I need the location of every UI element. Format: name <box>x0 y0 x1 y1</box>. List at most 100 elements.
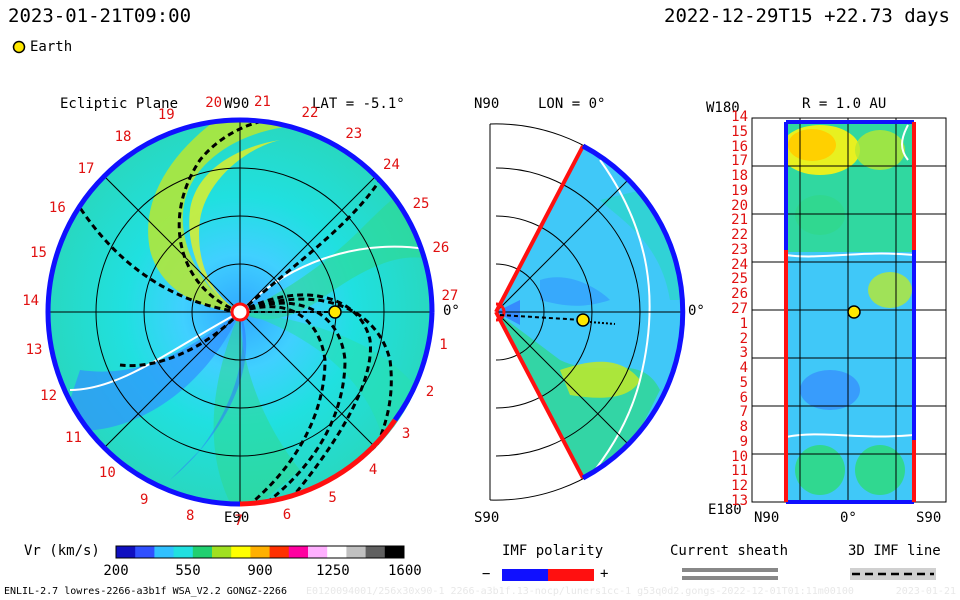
colorbar-segment <box>135 546 155 558</box>
carrington-label: 13 <box>25 341 43 358</box>
colorbar-segment <box>173 546 194 558</box>
colorbar-segment <box>154 546 175 558</box>
carrington-label: 23 <box>345 126 363 143</box>
sphere-y-label: 27 <box>731 301 748 317</box>
radius-label: R = 1.0 AU <box>802 96 887 112</box>
colorbar-segment <box>288 546 309 558</box>
sphere-y-label: 4 <box>739 360 748 377</box>
earth-marker-mid <box>576 313 590 327</box>
colorbar-segment <box>116 546 136 558</box>
colorbar-segment <box>308 546 328 558</box>
x-label-n90: N90 <box>754 510 780 526</box>
zero-deg-mid: 0° <box>688 303 705 319</box>
sphere-y-label: 11 <box>731 463 748 480</box>
imf-negative-swatch <box>502 569 548 581</box>
carrington-label: 6 <box>282 506 292 523</box>
colorbar-segment <box>269 546 290 558</box>
colorbar-tick: 1600 <box>388 563 422 579</box>
carrington-label: 10 <box>98 465 116 482</box>
carrington-label: 19 <box>157 106 175 123</box>
vr-colorbar <box>115 545 405 559</box>
earth-marker <box>328 305 342 319</box>
footer-left: ENLIL-2.7 lowres-2266-a3b1f WSA_V2.2 GON… <box>4 586 287 597</box>
zero-deg-left: 0° <box>443 303 460 319</box>
carrington-label: 2 <box>425 383 435 400</box>
sphere-y-label: 23 <box>731 241 748 258</box>
ecliptic-panel <box>45 117 435 507</box>
meridional-panel <box>489 123 686 501</box>
carrington-label: 26 <box>432 240 450 257</box>
sphere-y-label: 9 <box>739 433 748 450</box>
sphere-y-label: 24 <box>731 256 748 273</box>
carrington-label: 22 <box>301 104 319 121</box>
current-sheath-line-1 <box>682 568 778 572</box>
sphere-y-label: 26 <box>731 286 748 303</box>
s90-label: S90 <box>474 510 500 526</box>
sun-marker <box>230 302 250 322</box>
sphere-y-label: 13 <box>731 493 748 509</box>
carrington-label: 20 <box>205 94 223 111</box>
sphere-y-label: 22 <box>731 227 748 244</box>
sphere-y-label: 5 <box>739 374 748 391</box>
colorbar-segment <box>327 546 347 558</box>
footer-right: 2023-01-21 <box>895 586 956 597</box>
carrington-label: 12 <box>40 388 57 405</box>
sphere-y-label: 14 <box>731 109 748 125</box>
sphere-y-label: 10 <box>731 448 748 465</box>
latitude-label: LAT = -5.1° <box>312 96 405 112</box>
colorbar-segment <box>250 546 271 558</box>
w90-label: W90 <box>224 96 250 112</box>
sphere-y-label: 18 <box>731 168 748 185</box>
longitude-label: LON = 0° <box>538 96 606 112</box>
carrington-label: 5 <box>328 489 337 506</box>
sphere-map-panel <box>751 117 947 504</box>
colorbar-segment <box>231 546 251 558</box>
sphere-y-label: 20 <box>731 197 748 214</box>
n90-label: N90 <box>474 96 500 112</box>
colorbar-tick: 550 <box>175 563 201 579</box>
sphere-y-label: 12 <box>731 478 748 495</box>
carrington-label: 4 <box>368 462 378 479</box>
carrington-label: 17 <box>77 160 95 177</box>
colorbar-segment <box>192 546 213 558</box>
colorbar-tick: 200 <box>103 563 129 579</box>
imf-minus-label: − <box>482 566 491 582</box>
colorbar-label: Vr (km/s) <box>24 543 100 559</box>
footer-mid: E0120094001/256x30x90-1 2266-a3b1f.13-no… <box>306 586 854 597</box>
colorbar-border <box>115 545 405 559</box>
sphere-y-label: 19 <box>731 182 748 199</box>
earth-legend-icon <box>12 40 26 54</box>
carrington-label: 3 <box>401 426 411 443</box>
carrington-label: 1 <box>439 337 448 354</box>
sphere-y-label: 25 <box>731 271 748 288</box>
imf-polarity-label: IMF polarity <box>502 543 604 559</box>
colorbar-segment <box>384 546 405 558</box>
carrington-label: 14 <box>22 293 40 310</box>
e180-label: E180 <box>708 502 742 518</box>
earth-legend-label: Earth <box>30 39 73 55</box>
carrington-label: 24 <box>383 157 400 174</box>
sphere-y-label: 6 <box>739 389 748 406</box>
carrington-label: 9 <box>139 491 149 508</box>
e90-label: E90 <box>224 510 250 526</box>
colorbar-tick: 900 <box>247 563 273 579</box>
x-label-0: 0° <box>840 510 857 526</box>
sphere-y-label: 2 <box>739 330 748 347</box>
imf-positive-swatch <box>548 569 594 581</box>
colorbar-segment <box>346 546 367 558</box>
carrington-label: 27 <box>441 288 459 305</box>
carrington-label: 15 <box>30 245 47 262</box>
sphere-y-label: 7 <box>739 404 748 421</box>
x-label-s90: S90 <box>916 510 942 526</box>
carrington-label: 21 <box>253 94 271 111</box>
carrington-label: 7 <box>234 512 243 529</box>
current-sheath-label: Current sheath <box>670 543 789 559</box>
earth-marker-right <box>847 305 861 319</box>
sphere-y-label: 8 <box>739 419 748 436</box>
sphere-y-label: 3 <box>739 345 748 362</box>
imf-plus-label: + <box>600 566 609 582</box>
sphere-y-label: 17 <box>731 153 748 170</box>
colorbar-segment <box>365 546 386 558</box>
sphere-y-label: 16 <box>731 138 748 155</box>
